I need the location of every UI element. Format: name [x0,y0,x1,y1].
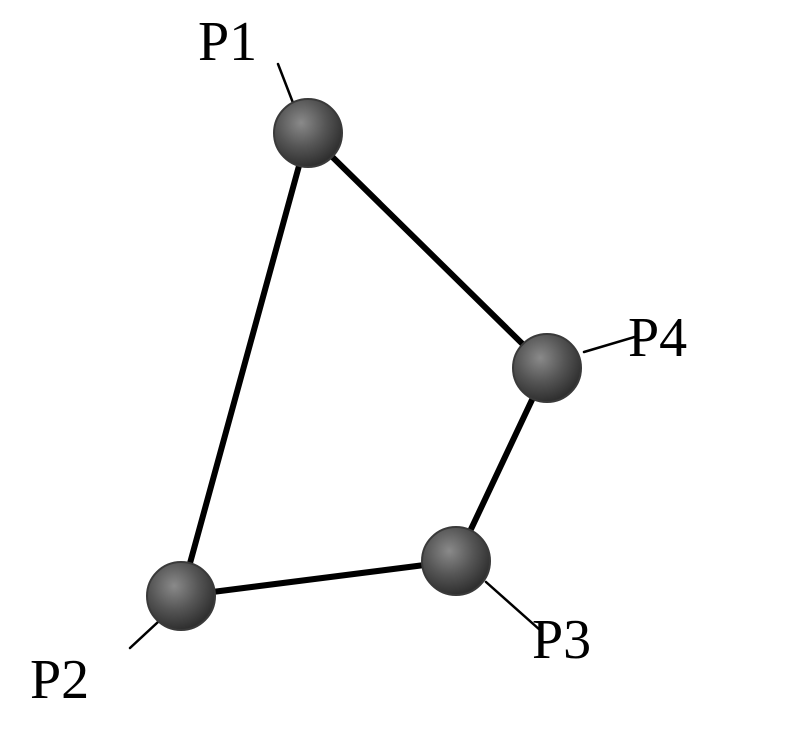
edge-P1-P2 [181,133,308,596]
edge-P2-P3 [181,561,456,596]
leader-line-P1 [278,64,295,108]
node-label-P3: P3 [532,608,591,672]
node-P3 [422,527,490,595]
node-label-P4: P4 [628,306,687,370]
node-P4 [513,334,581,402]
edge-P4-P1 [308,133,547,368]
node-P1 [274,99,342,167]
node-label-P1: P1 [198,10,257,74]
node-label-P2: P2 [30,648,89,712]
node-P2 [147,562,215,630]
leader-line-P2 [130,622,158,648]
